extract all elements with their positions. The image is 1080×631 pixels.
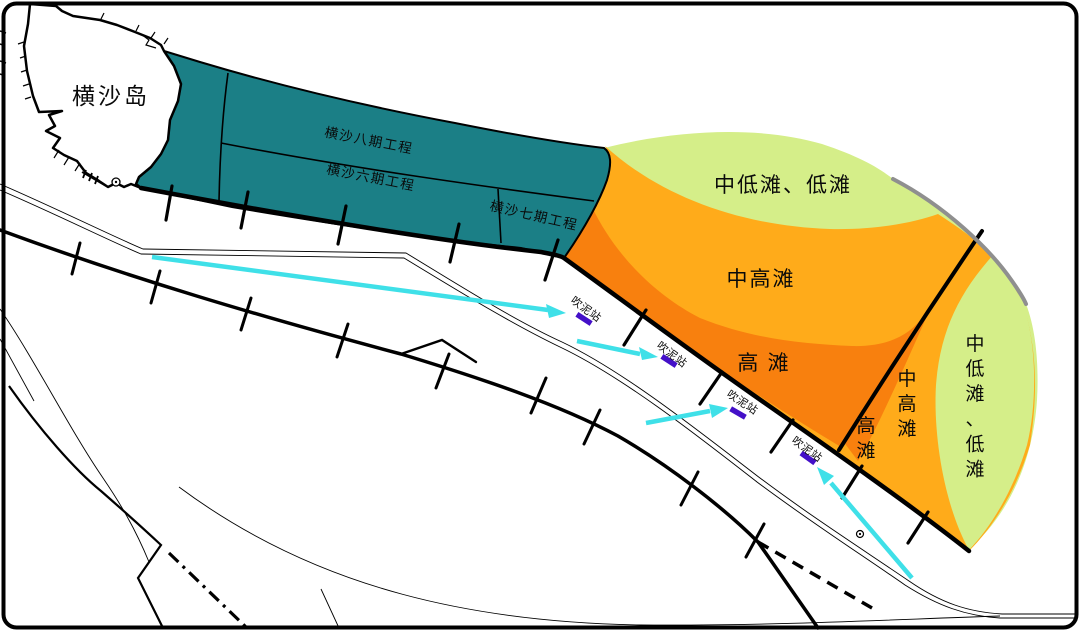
mud-arrow-2-shaft <box>576 338 641 357</box>
pier-ladder <box>81 169 107 187</box>
main-dike-groynes <box>164 184 930 545</box>
dash-dot-dike <box>167 551 249 630</box>
south-dike-groynes <box>70 241 766 559</box>
south-dike <box>0 228 820 630</box>
phase-divider-west <box>218 72 229 202</box>
south-dike-dashed-branch <box>757 540 873 610</box>
phase-divider-seven <box>497 188 502 244</box>
southwest-coast-line <box>8 385 164 629</box>
mud-arrow-1-head <box>546 304 566 318</box>
flat-divider-line <box>837 229 984 452</box>
mud-arrow-3-shaft <box>645 408 711 426</box>
station-2-marker <box>660 354 678 368</box>
north-low-flat-label: 中低滩、低滩 <box>714 173 852 197</box>
mud-arrow-2-head <box>639 347 658 360</box>
south-channel-thin <box>178 486 1001 629</box>
channel-line-south <box>0 189 1077 619</box>
high-flat-label: 高 滩 <box>737 351 790 375</box>
channel-line-north <box>0 183 1077 615</box>
south-dike-fork <box>399 338 478 364</box>
low-flat-east-leaf <box>935 255 1035 550</box>
mud-arrow-3-head <box>709 404 728 418</box>
tidal-flats-area <box>564 132 1038 551</box>
station-4-marker <box>799 450 817 466</box>
east-low-flat-label: 中低滩、低滩 <box>965 333 984 480</box>
station-1-marker <box>575 312 593 326</box>
high-flat-region <box>564 207 924 447</box>
phase-divider-long <box>220 142 595 202</box>
mud-arrow-4-head <box>817 467 834 485</box>
island-benchmark-dot <box>114 180 118 184</box>
southwest-thin-lines <box>0 308 150 563</box>
outer-edge-arc <box>891 177 1028 306</box>
engineering-lines <box>0 183 1077 630</box>
island-area <box>0 2 183 190</box>
mid-high-flat-label: 中高滩 <box>727 267 796 291</box>
island-label: 横沙岛 <box>72 84 150 109</box>
channel-marker-dot <box>858 532 862 536</box>
main-dike <box>138 185 972 554</box>
east-mid-high-flat-label: 中高滩 <box>897 368 916 440</box>
coast-hatch-ticks <box>17 12 169 172</box>
coast-notch <box>140 33 157 49</box>
station-3-marker <box>729 406 747 420</box>
east-high-flat-label: 高滩 <box>856 415 875 462</box>
mud-arrow-4-shaft <box>829 481 914 580</box>
mud-arrow-1-shaft <box>151 254 549 313</box>
